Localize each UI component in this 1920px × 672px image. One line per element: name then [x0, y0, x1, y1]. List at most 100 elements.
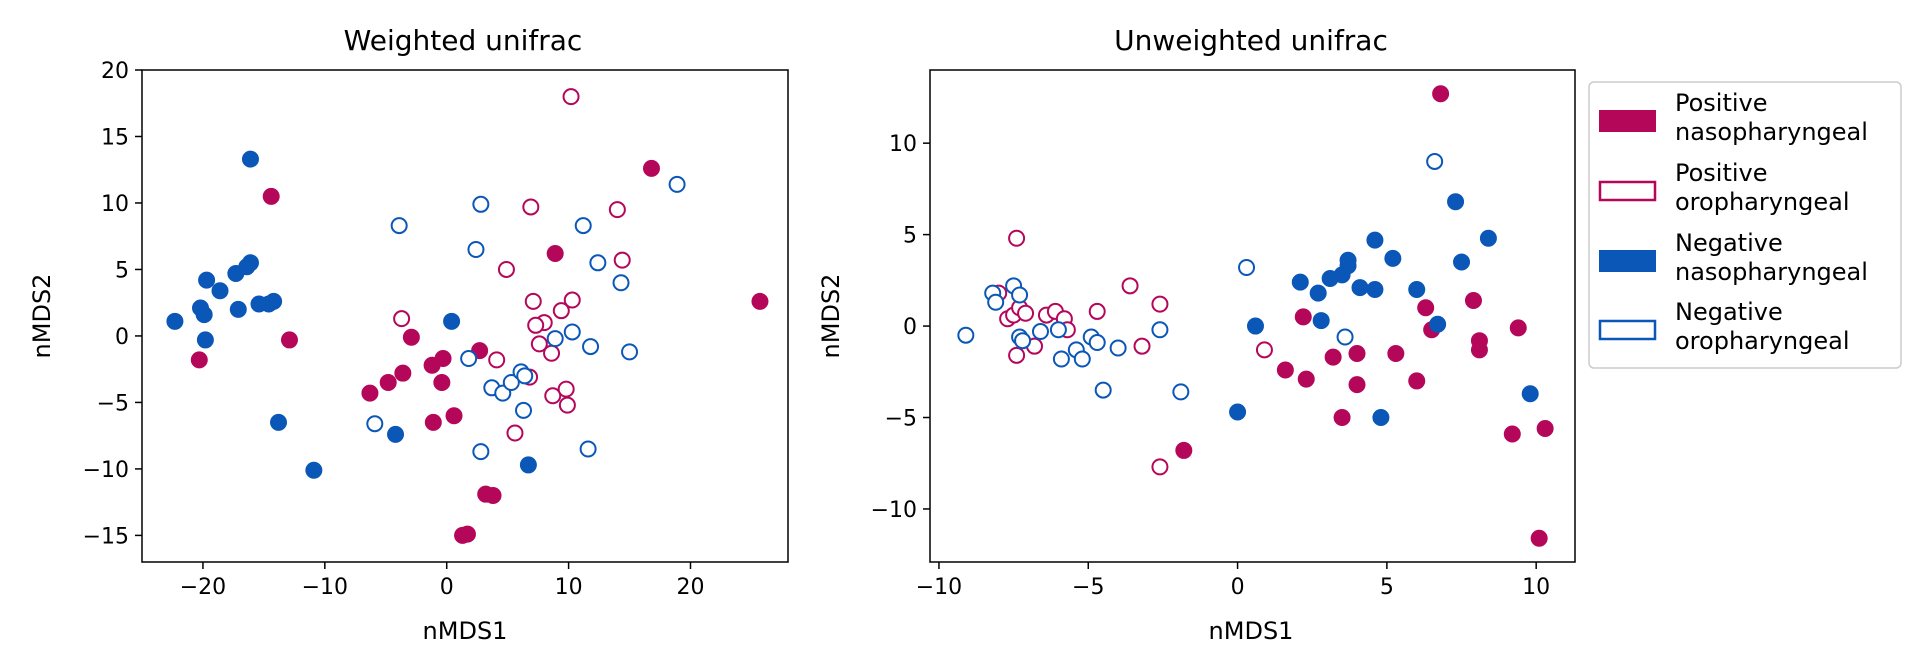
- legend-label-line2: nasopharyngeal: [1675, 118, 1868, 146]
- point-negative-nasopharyngeal: [519, 456, 537, 474]
- point-positive-nasopharyngeal: [394, 364, 412, 382]
- y-axis-ticks: −15 −10 −5 0 5 10 15 20: [83, 59, 142, 549]
- point-positive-oropharyngeal: [1008, 229, 1026, 247]
- point-negative-nasopharyngeal: [1309, 284, 1327, 302]
- point-positive-oropharyngeal: [557, 380, 575, 398]
- point-negative-nasopharyngeal: [196, 331, 214, 349]
- point-negative-oropharyngeal: [1151, 321, 1169, 339]
- legend-label-line2: oropharyngeal: [1675, 327, 1850, 355]
- point-positive-oropharyngeal: [1121, 277, 1139, 295]
- point-negative-nasopharyngeal: [1479, 229, 1497, 247]
- legend-label-line1: Negative: [1675, 298, 1783, 326]
- point-positive-nasopharyngeal: [433, 373, 451, 391]
- point-negative-nasopharyngeal: [443, 312, 461, 330]
- y-tick-label: 20: [101, 59, 129, 84]
- point-positive-nasopharyngeal: [1503, 425, 1521, 443]
- plot-area-frame: [929, 69, 1576, 563]
- point-positive-nasopharyngeal: [1276, 361, 1294, 379]
- point-negative-nasopharyngeal: [229, 300, 247, 318]
- point-positive-oropharyngeal: [524, 292, 542, 310]
- y-tick-label: 10: [101, 192, 129, 217]
- plot-area-frame: [141, 69, 789, 563]
- y-tick-label: 0: [903, 315, 917, 340]
- point-positive-nasopharyngeal: [434, 350, 452, 368]
- x-tick-label: −20: [180, 575, 226, 600]
- legend-frame: [1588, 81, 1902, 369]
- point-positive-oropharyngeal: [497, 260, 515, 278]
- point-positive-oropharyngeal: [544, 387, 562, 405]
- x-axis-ticks: −10 −5 0 5 10: [916, 562, 1550, 600]
- point-positive-nasopharyngeal: [546, 245, 564, 263]
- weighted-unifrac-panel: Weighted unifrac −20 −10 0 10 20 −15 −10 −5 0 5 1…: [28, 24, 789, 645]
- legend-swatch-negative-nasopharyngeal: [1599, 250, 1656, 272]
- point-negative-oropharyngeal: [1094, 381, 1112, 399]
- x-tick-label: −10: [916, 575, 962, 600]
- point-negative-oropharyngeal: [366, 415, 384, 433]
- point-negative-oropharyngeal: [582, 338, 600, 356]
- point-positive-oropharyngeal: [562, 88, 580, 106]
- point-negative-nasopharyngeal: [1429, 315, 1447, 333]
- y-axis-label: nMDS2: [817, 274, 845, 359]
- point-positive-oropharyngeal: [608, 201, 626, 219]
- point-positive-nasopharyngeal: [1348, 376, 1366, 394]
- y-tick-label: 0: [115, 325, 129, 350]
- y-tick-label: 5: [903, 224, 917, 249]
- y-tick-label: −10: [83, 458, 129, 483]
- point-positive-nasopharyngeal: [751, 292, 769, 310]
- point-positive-oropharyngeal: [1255, 341, 1273, 359]
- point-negative-oropharyngeal: [621, 343, 639, 361]
- point-negative-nasopharyngeal: [387, 425, 405, 443]
- point-positive-oropharyngeal: [506, 424, 524, 442]
- legend-label-line1: Negative: [1675, 229, 1783, 257]
- point-negative-oropharyngeal: [1011, 286, 1029, 304]
- legend-swatch-positive-nasopharyngeal: [1599, 110, 1656, 132]
- point-negative-nasopharyngeal: [270, 413, 288, 431]
- point-negative-nasopharyngeal: [1291, 273, 1309, 291]
- y-tick-label: −10: [871, 498, 917, 523]
- point-positive-oropharyngeal: [613, 251, 631, 269]
- panel-title: Weighted unifrac: [344, 24, 583, 57]
- point-negative-oropharyngeal: [515, 401, 533, 419]
- point-positive-nasopharyngeal: [1530, 529, 1548, 547]
- point-negative-nasopharyngeal: [1351, 279, 1369, 297]
- unweighted-unifrac-panel: Unweighted unifrac −10 −5 0 5 10 −10 −5 0 5 10 n…: [817, 24, 1576, 645]
- x-tick-label: 5: [1380, 575, 1394, 600]
- x-tick-label: 10: [555, 575, 583, 600]
- point-positive-nasopharyngeal: [458, 525, 476, 543]
- point-negative-oropharyngeal: [668, 175, 686, 193]
- point-positive-oropharyngeal: [552, 302, 570, 320]
- y-tick-label: 10: [889, 132, 917, 157]
- point-negative-oropharyngeal: [1088, 334, 1106, 352]
- point-positive-nasopharyngeal: [1464, 291, 1482, 309]
- point-negative-oropharyngeal: [390, 217, 408, 235]
- point-positive-oropharyngeal: [1088, 302, 1106, 320]
- point-positive-oropharyngeal: [393, 310, 411, 328]
- point-positive-nasopharyngeal: [190, 351, 208, 369]
- legend: Positive nasopharyngeal Positive orophar…: [1588, 81, 1902, 369]
- scatter-points: [166, 88, 769, 544]
- point-positive-oropharyngeal: [488, 351, 506, 369]
- point-negative-nasopharyngeal: [1521, 385, 1539, 403]
- point-negative-oropharyngeal: [1073, 350, 1091, 368]
- point-negative-oropharyngeal: [546, 330, 564, 348]
- point-negative-oropharyngeal: [579, 440, 597, 458]
- x-axis-ticks: −20 −10 0 10 20: [180, 562, 704, 600]
- point-positive-oropharyngeal: [527, 316, 545, 334]
- point-positive-oropharyngeal: [1151, 295, 1169, 313]
- point-negative-oropharyngeal: [1049, 321, 1067, 339]
- point-negative-oropharyngeal: [957, 326, 975, 344]
- point-positive-oropharyngeal: [563, 291, 581, 309]
- point-positive-oropharyngeal: [543, 344, 561, 362]
- point-positive-nasopharyngeal: [445, 407, 463, 425]
- y-axis-ticks: −10 −5 0 5 10: [871, 132, 930, 523]
- point-positive-nasopharyngeal: [1509, 319, 1527, 337]
- point-negative-oropharyngeal: [516, 367, 534, 385]
- point-negative-nasopharyngeal: [1312, 312, 1330, 330]
- point-negative-nasopharyngeal: [305, 461, 323, 479]
- point-positive-oropharyngeal: [1133, 337, 1151, 355]
- x-axis-label: nMDS1: [1209, 617, 1294, 645]
- point-negative-nasopharyngeal: [1453, 253, 1471, 271]
- y-tick-label: −15: [83, 524, 129, 549]
- scatter-points: [957, 85, 1554, 547]
